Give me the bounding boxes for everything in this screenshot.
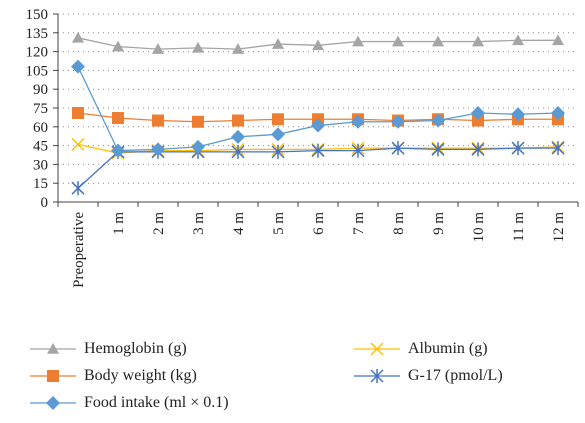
x-tick-label: 10 m <box>471 212 487 243</box>
x-tick-label: 1 m <box>111 212 127 235</box>
legend-label: Albumin (g) <box>408 340 488 357</box>
marker-diamond <box>191 139 205 154</box>
x-tick-label: 3 m <box>191 212 207 235</box>
marker-star <box>471 142 485 157</box>
y-tick-label: 0 <box>41 195 49 211</box>
x-tick-label: Preoperative <box>71 212 87 288</box>
series-line <box>77 66 559 152</box>
marker-triangle <box>112 40 124 52</box>
marker-x-stroke <box>370 342 384 356</box>
marker-triangle <box>232 43 244 54</box>
x-tick-label: 2 m <box>151 212 167 235</box>
marker-square <box>72 107 84 120</box>
marker-star <box>311 143 325 158</box>
y-tick-label: 90 <box>33 82 48 98</box>
y-tick-label: 150 <box>26 7 49 23</box>
marker-x <box>71 137 85 151</box>
marker-diamond <box>391 114 405 129</box>
marker-triangle <box>392 35 404 47</box>
legend-item-albumin: Albumin (g) <box>352 336 488 362</box>
marker-star <box>271 144 285 159</box>
marker-star <box>551 141 565 156</box>
legend: Hemoglobin (g) Body weight (kg) Food int… <box>28 336 573 420</box>
marker-triangle <box>552 34 564 46</box>
marker-x <box>370 342 384 356</box>
marker-star <box>431 142 445 157</box>
marker-triangle <box>47 343 59 354</box>
marker-x-stroke <box>71 137 85 151</box>
legend-label: Body weight (kg) <box>84 367 197 384</box>
marker-diamond <box>111 143 125 158</box>
y-tick-label: 75 <box>33 101 48 117</box>
y-tick-label: 30 <box>33 157 48 173</box>
y-tick-label: 135 <box>26 26 49 42</box>
marker-triangle <box>512 34 524 46</box>
marker-star <box>391 141 405 156</box>
series-0 <box>72 31 564 54</box>
line-chart: 0 15 30 45 60 75 90 105 120 135 150 Preoperative 1 … <box>26 7 579 288</box>
legend-label: G-17 (pmol/L) <box>408 367 503 384</box>
marker-diamond <box>46 396 60 410</box>
y-tick-label: 15 <box>33 176 48 192</box>
marker-star <box>351 143 365 158</box>
legend-item-hemoglobin: Hemoglobin (g) <box>28 336 187 362</box>
marker-triangle <box>472 35 484 47</box>
legend-marker-star-icon <box>354 369 400 383</box>
marker-diamond <box>231 129 245 144</box>
marker-star <box>370 369 384 383</box>
legend-item-body-weight: Body weight (kg) <box>28 363 197 389</box>
marker-triangle <box>432 35 444 47</box>
marker-triangle <box>192 41 204 53</box>
marker-square <box>152 114 164 127</box>
legend-label: Hemoglobin (g) <box>84 340 187 357</box>
marker-diamond <box>151 142 165 157</box>
marker-triangle <box>272 38 284 49</box>
y-tick-label: 120 <box>26 45 49 61</box>
marker-diamond <box>471 106 485 121</box>
legend-label: Food intake (ml × 0.1) <box>84 394 229 411</box>
x-tick-label: 4 m <box>231 212 247 235</box>
marker-square <box>112 112 124 125</box>
marker-triangle <box>352 35 364 47</box>
marker-star <box>71 181 85 196</box>
legend-item-food-intake: Food intake (ml × 0.1) <box>28 390 229 416</box>
marker-square <box>472 114 484 127</box>
series-group <box>71 31 565 196</box>
marker-square <box>272 113 284 126</box>
series-4 <box>71 59 565 158</box>
marker-diamond <box>431 113 445 128</box>
x-tick-label: 11 m <box>511 212 527 242</box>
x-tick-label: 8 m <box>391 212 407 235</box>
x-tick-label: 12 m <box>551 212 567 243</box>
y-axis-ticks: 0 15 30 45 60 75 90 105 120 135 150 <box>26 7 58 211</box>
x-axis-ticks: Preoperative 1 m 2 m 3 m 4 m 5 m 6 m 7 m 8 m 9 m 1… <box>57 202 579 288</box>
marker-square <box>232 114 244 127</box>
x-tick-label: 6 m <box>311 212 327 235</box>
marker-triangle <box>72 31 84 43</box>
marker-diamond <box>351 114 365 129</box>
legend-marker-triangle-icon <box>30 343 76 354</box>
marker-diamond <box>271 127 285 142</box>
legend-marker-x-icon <box>354 342 400 356</box>
marker-triangle <box>152 43 164 54</box>
x-tick-label: 9 m <box>431 212 447 235</box>
marker-square <box>192 115 204 128</box>
y-tick-label: 105 <box>26 63 49 79</box>
legend-marker-diamond-icon <box>30 396 76 410</box>
y-tick-label: 45 <box>33 139 48 155</box>
marker-diamond <box>311 118 325 133</box>
marker-diamond <box>71 59 85 74</box>
legend-marker-square-icon <box>30 370 76 382</box>
marker-square <box>47 370 59 382</box>
marker-star <box>511 141 525 156</box>
x-tick-label: 7 m <box>351 212 367 235</box>
marker-triangle <box>312 39 324 51</box>
marker-star <box>231 144 245 159</box>
legend-item-g17: G-17 (pmol/L) <box>352 363 503 389</box>
x-tick-label: 5 m <box>271 212 287 235</box>
marker-diamond <box>551 106 565 121</box>
y-tick-label: 60 <box>33 120 48 136</box>
marker-diamond <box>511 107 525 122</box>
